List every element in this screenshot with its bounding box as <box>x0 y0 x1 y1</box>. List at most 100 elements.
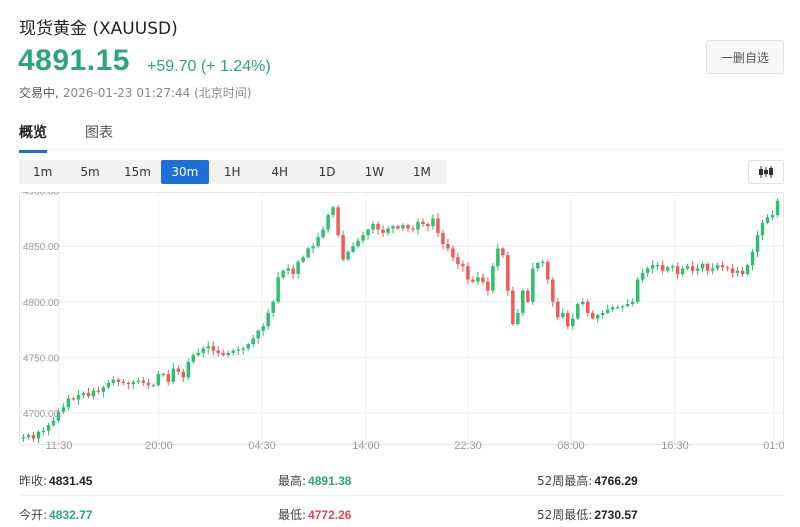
price-change: +59.70 (+ 1.24%) <box>147 58 271 75</box>
candle <box>351 242 355 254</box>
candle <box>541 259 545 267</box>
y-tick-label: 4700.00 <box>23 409 60 420</box>
candle <box>665 265 670 273</box>
candle <box>61 403 66 414</box>
interval-selector: 1m 5m 15m 30m 1H 4H 1D 1W 1M <box>19 160 446 184</box>
candle <box>36 430 41 444</box>
candle <box>181 368 186 383</box>
candle <box>91 387 96 400</box>
interval-5m[interactable]: 5m <box>80 165 100 179</box>
candle <box>136 377 141 384</box>
current-price: 4891.15 <box>18 44 130 77</box>
y-tick-label: 4750.00 <box>23 353 60 364</box>
interval-30m[interactable]: 30m <box>161 160 209 184</box>
candle <box>446 238 450 252</box>
candle <box>620 304 625 312</box>
candle <box>695 263 700 275</box>
candle <box>266 309 270 330</box>
interval-4h[interactable]: 4H <box>271 165 288 179</box>
candle <box>391 224 395 234</box>
candle <box>630 298 635 307</box>
stat-prev-close: 昨收: 4831.45 <box>19 474 93 488</box>
candle <box>41 426 46 435</box>
candle <box>481 273 485 285</box>
candle <box>376 221 380 235</box>
candle <box>576 302 580 321</box>
candle <box>650 260 655 274</box>
chart-type-button[interactable] <box>748 160 784 184</box>
candle <box>561 308 565 320</box>
candle <box>51 416 56 427</box>
candle <box>735 267 740 277</box>
tab-overview[interactable]: 概览 <box>19 122 47 153</box>
candle <box>610 304 615 312</box>
candle <box>600 309 605 319</box>
candle <box>516 308 520 326</box>
candle <box>775 198 780 218</box>
candle <box>431 214 435 230</box>
stats-row-1: 昨收: 4831.45 最高: 4891.38 52周最高: 4766.29 <box>19 462 784 496</box>
candle <box>755 230 760 257</box>
candle <box>361 231 365 244</box>
remove-watchlist-button[interactable]: 一删自选 <box>706 40 784 74</box>
candle <box>521 288 525 317</box>
candle <box>581 298 585 307</box>
candle <box>401 223 405 231</box>
candle <box>206 341 211 354</box>
interval-1mo[interactable]: 1M <box>412 165 431 179</box>
candle <box>311 242 315 254</box>
stat-open: 今开: 4832.77 <box>19 508 93 522</box>
candle <box>730 263 735 278</box>
interval-15m[interactable]: 15m <box>123 165 151 179</box>
candle <box>725 265 730 272</box>
candle <box>26 433 31 440</box>
interval-1w[interactable]: 1W <box>364 165 385 179</box>
tab-chart[interactable]: 图表 <box>85 125 113 141</box>
candle <box>111 376 116 386</box>
candle <box>670 264 675 272</box>
candle <box>216 346 220 357</box>
candle <box>501 247 505 258</box>
instrument-title: 现货黄金 (XAUUSD) <box>19 19 178 39</box>
candle <box>745 263 750 276</box>
candle <box>680 266 685 277</box>
interval-1m[interactable]: 1m <box>33 165 53 179</box>
candle <box>226 350 230 358</box>
candle <box>451 245 455 262</box>
candle <box>86 387 91 399</box>
interval-1h[interactable]: 1H <box>223 165 241 179</box>
candle <box>760 219 765 241</box>
candle <box>76 389 81 405</box>
candle <box>546 259 550 284</box>
candle <box>316 232 320 248</box>
trading-status: 交易中, 2026-01-23 01:27:44 (北京时间) <box>19 84 251 101</box>
view-tabs: 概览 图表 <box>19 122 113 153</box>
candle <box>655 262 660 271</box>
candle <box>21 434 26 443</box>
candle <box>346 249 350 261</box>
candle <box>421 218 425 227</box>
candle <box>486 277 490 296</box>
candle <box>386 226 390 236</box>
candle <box>635 276 640 304</box>
candle <box>511 286 515 326</box>
candle <box>476 271 480 286</box>
candle <box>271 300 275 318</box>
candle <box>106 379 111 390</box>
candle <box>461 260 465 272</box>
tab-divider <box>19 149 784 150</box>
candle <box>411 225 415 233</box>
price-chart[interactable]: 4900.00 4850.00 4800.00 4750.00 4700.00 11:3… <box>19 192 784 454</box>
candle <box>536 261 540 272</box>
candle <box>296 259 300 279</box>
candle <box>615 304 620 309</box>
candle <box>526 288 530 303</box>
candle <box>685 263 690 271</box>
candle <box>261 323 265 336</box>
candle <box>605 304 610 315</box>
candle <box>31 432 36 442</box>
y-tick-label: 4800.00 <box>23 298 60 309</box>
candle <box>566 310 570 330</box>
interval-1d[interactable]: 1D <box>318 165 336 179</box>
candle <box>645 266 650 277</box>
